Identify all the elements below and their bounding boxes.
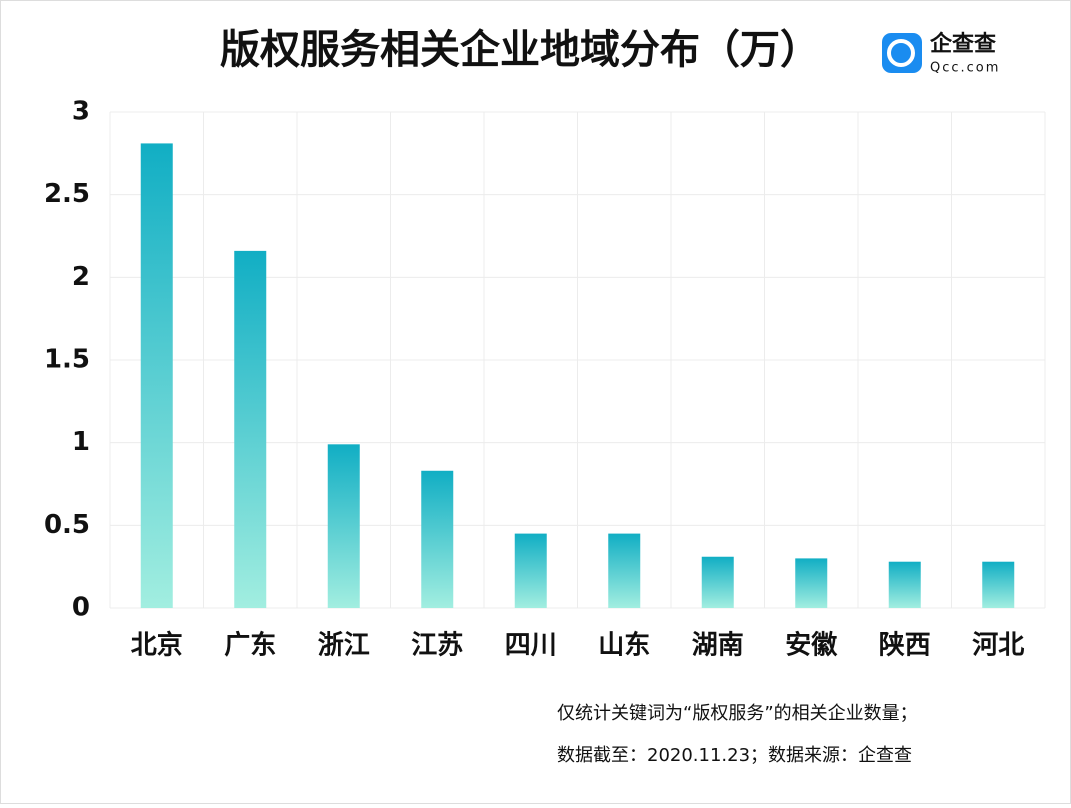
- x-tick-label: 陕西: [879, 631, 931, 661]
- y-tick-label: 0: [72, 593, 90, 623]
- x-tick-label: 湖南: [692, 631, 744, 661]
- x-tick-label: 浙江: [318, 631, 370, 661]
- bar: [608, 533, 641, 608]
- bar: [514, 533, 547, 608]
- bar: [982, 561, 1015, 608]
- x-tick-label: 河北: [972, 631, 1024, 661]
- note: 数据截至：2020.11.23；数据来源：企查查: [557, 745, 912, 766]
- y-tick-label: 0.5: [44, 510, 90, 540]
- y-tick-label: 1.5: [44, 345, 90, 375]
- x-tick-label: 广东: [224, 630, 276, 661]
- bar: [421, 470, 454, 608]
- x-tick-label: 四川: [505, 631, 557, 661]
- logo: 企查查 Qcc.com: [882, 31, 1000, 76]
- logo-name: 企查查: [929, 31, 996, 57]
- note: 仅统计关键词为“版权服务”的相关企业数量；: [557, 703, 918, 724]
- logo-site: Qcc.com: [930, 61, 1000, 76]
- chart-title: 版权服务相关企业地域分布（万）: [220, 27, 820, 73]
- bar: [701, 556, 734, 608]
- x-tick-label: 北京: [131, 630, 183, 661]
- y-tick-label: 2: [72, 262, 90, 292]
- bar: [795, 558, 828, 608]
- bar: [888, 561, 921, 608]
- y-tick-label: 2.5: [44, 179, 90, 209]
- x-tick-label: 江苏: [411, 631, 463, 661]
- logo-ring: [887, 39, 915, 67]
- bar: [140, 143, 173, 608]
- bar: [327, 444, 360, 608]
- y-tick-label: 1: [72, 427, 90, 457]
- bar: [234, 250, 267, 608]
- x-tick-label: 安徽: [785, 631, 838, 661]
- x-tick-label: 山东: [598, 630, 650, 661]
- y-tick-label: 3: [72, 97, 90, 127]
